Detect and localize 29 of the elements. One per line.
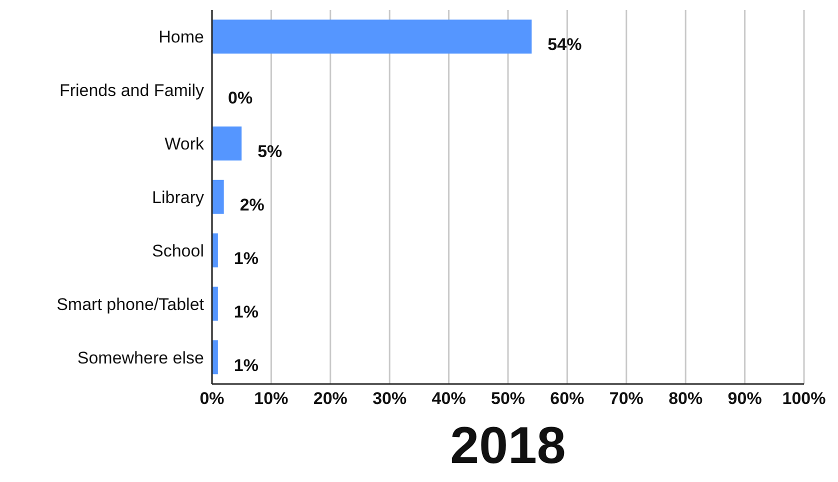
data-label: 1% (234, 356, 258, 375)
x-tick-label: 60% (550, 389, 584, 408)
x-tick-label: 30% (372, 389, 407, 408)
data-label: 2% (240, 196, 264, 214)
y-tick-label: Somewhere else (77, 348, 204, 368)
x-tick-label: 10% (254, 389, 288, 408)
x-tick-label: 80% (668, 389, 703, 408)
y-tick-label: Home (158, 28, 204, 47)
bar (212, 180, 224, 214)
y-tick-label: Friends and Family (59, 81, 204, 100)
x-tick-label: 100% (782, 389, 826, 408)
y-tick-label: Work (164, 134, 204, 154)
bar (212, 20, 532, 54)
data-label: 54% (548, 35, 582, 54)
x-tick-label: 20% (313, 389, 348, 408)
y-tick-label: Library (152, 188, 204, 208)
data-label: 1% (234, 248, 258, 268)
data-label: 0% (228, 88, 253, 108)
y-tick-label: Smart phone/Tablet (56, 294, 204, 314)
bar (212, 126, 242, 160)
x-tick-label: 0% (200, 389, 224, 408)
data-label: 1% (234, 302, 258, 322)
x-tick-label: 40% (432, 389, 466, 408)
x-tick-label: 50% (490, 389, 526, 408)
x-tick-label: 90% (728, 389, 762, 408)
y-tick-label: School (152, 241, 204, 260)
x-tick-label: 70% (609, 389, 644, 408)
text: 2018 (449, 417, 567, 475)
data-label: 5% (258, 142, 282, 162)
